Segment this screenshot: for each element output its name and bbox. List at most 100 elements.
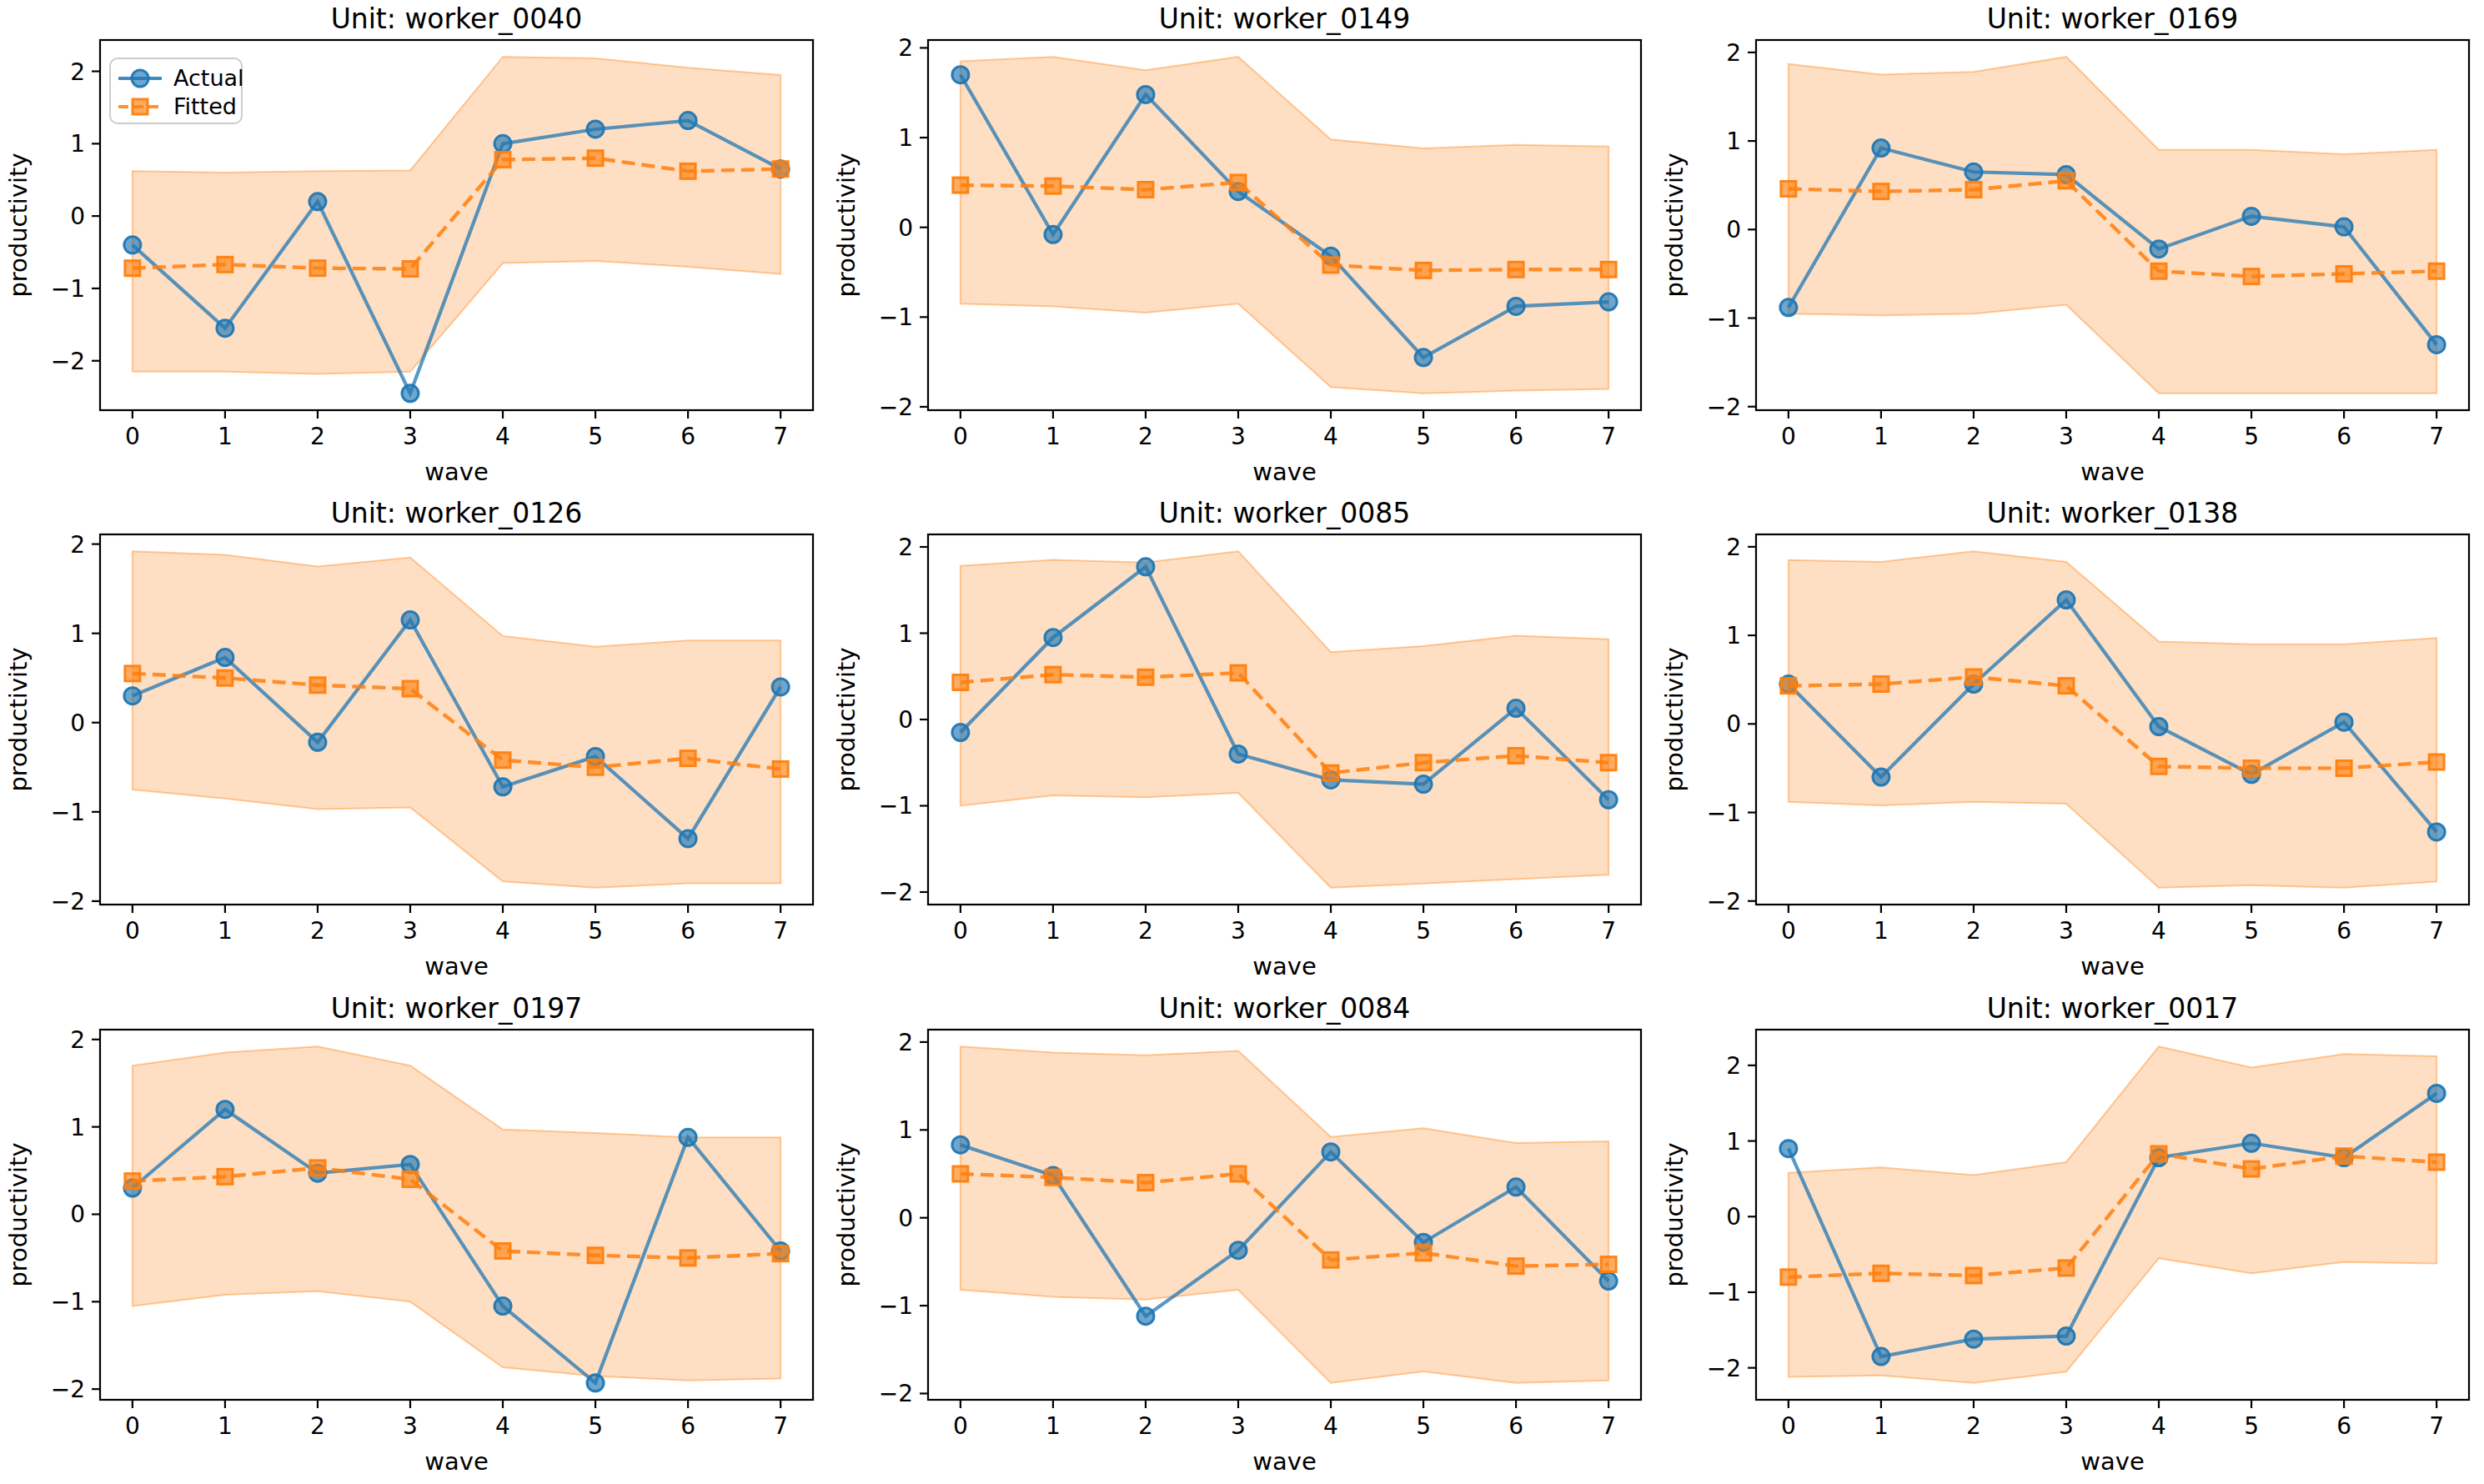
data-point-actual [2243, 208, 2260, 224]
data-point-fitted [218, 671, 233, 686]
data-point-fitted [1601, 1256, 1616, 1271]
x-axis-label: wave [424, 952, 488, 980]
y-axis-label: productivity [4, 648, 33, 792]
data-point-fitted [588, 1247, 603, 1262]
data-point-fitted [1781, 1269, 1796, 1284]
x-tick-label: 2 [1138, 1412, 1153, 1440]
data-point-fitted [1874, 184, 1889, 199]
x-tick-label: 0 [125, 423, 140, 450]
data-point-fitted [2336, 1148, 2351, 1163]
y-tick-label: 1 [1726, 128, 1741, 155]
data-point-fitted [1508, 262, 1523, 277]
data-point-actual [680, 830, 696, 847]
data-point-fitted [1508, 1258, 1523, 1273]
data-point-fitted [1966, 669, 1981, 684]
data-point-actual [402, 612, 419, 629]
data-point-fitted [1601, 262, 1616, 277]
subplot-title: Unit: worker_0017 [1987, 992, 2239, 1025]
x-axis-label: wave [1252, 1447, 1316, 1476]
x-tick-label: 2 [1966, 1412, 1981, 1440]
subplot-unit-worker-0197: 01234567wave−2−1012productivityUnit: wor… [0, 990, 828, 1484]
y-axis: −2−1012productivity [1660, 39, 1756, 421]
x-tick-label: 7 [2429, 917, 2444, 945]
x-tick-label: 2 [1138, 423, 1153, 450]
data-point-actual [1137, 86, 1154, 103]
x-tick-label: 1 [218, 917, 233, 945]
y-tick-label: 0 [1726, 1203, 1741, 1231]
data-point-fitted [1508, 749, 1523, 764]
y-tick-label: −1 [879, 793, 913, 820]
data-point-actual [2428, 336, 2445, 353]
x-axis-label: wave [2080, 458, 2144, 486]
x-axis-label: wave [424, 458, 488, 486]
data-point-actual [587, 1374, 604, 1391]
x-tick-label: 6 [2336, 1412, 2351, 1440]
data-point-fitted [495, 753, 510, 768]
y-tick-label: 0 [898, 706, 913, 734]
data-point-actual [1873, 769, 1889, 785]
subplot-title: Unit: worker_0169 [1987, 3, 2239, 35]
y-tick-label: 1 [898, 124, 913, 152]
x-tick-label: 6 [680, 1412, 695, 1440]
data-point-actual [2428, 1085, 2445, 1101]
data-point-fitted [1781, 181, 1796, 196]
data-point-fitted [1781, 679, 1796, 694]
data-point-actual [1508, 1178, 1524, 1195]
data-point-actual [680, 1129, 696, 1146]
y-tick-label: 1 [70, 130, 85, 158]
data-point-actual [587, 121, 604, 138]
y-axis-label: productivity [832, 1142, 861, 1286]
y-axis: −2−1012productivity [4, 58, 100, 375]
x-tick-label: 5 [588, 917, 603, 945]
y-tick-label: −2 [51, 348, 85, 375]
data-point-actual [494, 135, 511, 152]
x-tick-label: 7 [1601, 917, 1616, 945]
y-tick-label: 2 [898, 534, 913, 561]
y-axis: −2−1012productivity [1660, 534, 1756, 915]
data-point-actual [1873, 1348, 1889, 1365]
data-point-fitted [1323, 1252, 1338, 1267]
x-tick-label: 0 [953, 423, 968, 450]
data-point-actual [124, 237, 141, 253]
x-axis: 01234567wave [125, 410, 788, 486]
data-point-fitted [125, 1173, 140, 1188]
data-point-actual [1965, 163, 1982, 180]
x-tick-label: 1 [1046, 1412, 1061, 1440]
x-tick-label: 1 [1046, 423, 1061, 450]
data-point-fitted [953, 178, 968, 193]
data-point-actual [309, 734, 326, 751]
data-point-fitted [2151, 1146, 2166, 1161]
x-tick-label: 1 [1874, 423, 1889, 450]
y-tick-label: −2 [1707, 394, 1741, 421]
y-tick-label: −2 [879, 1380, 913, 1407]
x-axis-label: wave [424, 1447, 488, 1476]
y-axis: −2−1012productivity [4, 531, 100, 915]
data-point-fitted [2336, 266, 2351, 281]
data-point-actual [1873, 140, 1889, 157]
x-tick-label: 4 [2151, 423, 2166, 450]
y-tick-label: −1 [51, 799, 85, 826]
data-point-fitted [1601, 755, 1616, 770]
x-axis-label: wave [2080, 1447, 2144, 1476]
y-axis-label: productivity [4, 153, 33, 297]
data-point-fitted [1874, 1266, 1889, 1281]
data-point-fitted [953, 1166, 968, 1181]
y-axis-label: productivity [832, 648, 861, 792]
y-tick-label: 0 [1726, 216, 1741, 243]
x-axis: 01234567wave [1781, 410, 2444, 486]
data-point-actual [2243, 1135, 2260, 1151]
data-point-actual [1230, 746, 1247, 763]
x-tick-label: 5 [2244, 917, 2259, 945]
data-point-fitted [403, 1171, 418, 1186]
data-point-fitted [310, 678, 325, 693]
data-point-fitted [773, 1246, 788, 1261]
y-tick-label: 2 [898, 34, 913, 62]
y-tick-label: −1 [51, 275, 85, 303]
data-point-actual [1415, 349, 1432, 366]
data-point-fitted [1046, 1170, 1061, 1185]
x-tick-label: 1 [1874, 1412, 1889, 1440]
x-tick-label: 3 [1231, 917, 1246, 945]
subplot-title: Unit: worker_0197 [331, 992, 583, 1025]
x-tick-label: 3 [1231, 423, 1246, 450]
data-point-fitted [2429, 755, 2444, 770]
